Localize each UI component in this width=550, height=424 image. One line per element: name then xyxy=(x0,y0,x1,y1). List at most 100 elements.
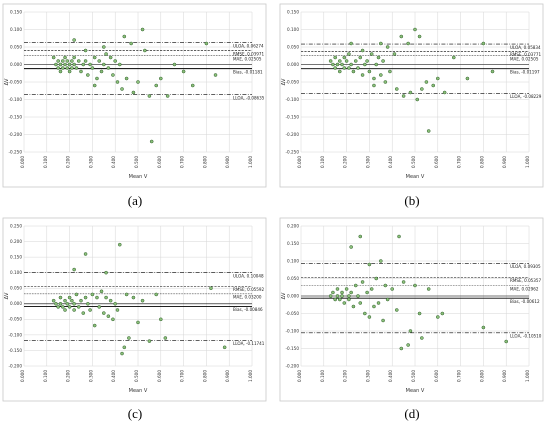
data-point xyxy=(381,318,385,323)
data-point xyxy=(424,80,429,84)
data-point xyxy=(347,52,351,56)
data-point xyxy=(72,301,76,306)
y-tick-label: 0.100 xyxy=(10,27,22,32)
data-point xyxy=(408,329,413,333)
reference-line-label: MAE, 0.02505 xyxy=(233,57,262,62)
data-point xyxy=(379,259,383,263)
data-point xyxy=(349,62,353,67)
data-point xyxy=(426,287,431,291)
data-point xyxy=(72,308,76,312)
data-point xyxy=(70,66,74,70)
data-point xyxy=(92,323,97,328)
data-point xyxy=(381,59,385,63)
data-point xyxy=(385,297,390,302)
x-tick-label: 0.700 xyxy=(457,156,462,168)
reference-line-label: MAE, 0.02505 xyxy=(510,57,539,62)
x-tick-label: 0.000 xyxy=(297,370,302,382)
data-point xyxy=(67,295,72,300)
y-tick-label: 0.100 xyxy=(10,270,22,275)
data-point xyxy=(399,346,404,351)
data-point xyxy=(88,62,92,67)
reference-line-label: ULOA, 0.09305 xyxy=(510,264,541,269)
data-point xyxy=(392,52,397,56)
y-tick-label: 0.050 xyxy=(287,276,299,281)
data-point xyxy=(374,276,379,281)
y-tick-label: 0.050 xyxy=(287,44,299,49)
data-point xyxy=(369,52,374,56)
y-tick-label: 0.100 xyxy=(287,258,299,263)
data-point xyxy=(127,336,131,340)
y-tick-label: 0.050 xyxy=(10,286,22,291)
data-point xyxy=(356,66,360,70)
y-tick-label: -0.050 xyxy=(9,79,23,84)
x-tick-label: 0.400 xyxy=(388,156,393,168)
x-axis-label: Mean V xyxy=(129,388,148,394)
data-point xyxy=(383,283,388,288)
reference-line-label: RMSE, 0.03771 xyxy=(510,52,541,57)
reference-line-label: RMSE, 0.05357 xyxy=(510,278,541,283)
x-tick-label: 1.000 xyxy=(525,156,530,168)
data-point xyxy=(136,80,140,84)
data-point xyxy=(147,94,152,98)
data-point xyxy=(140,27,145,32)
data-point xyxy=(342,55,347,60)
data-point xyxy=(367,315,372,319)
data-point xyxy=(163,336,168,340)
data-point xyxy=(74,292,79,297)
x-axis-label: Mean V xyxy=(406,388,425,394)
data-point xyxy=(360,280,365,284)
data-point xyxy=(333,66,338,70)
data-point xyxy=(376,301,381,305)
x-tick-label: 0.800 xyxy=(479,370,484,382)
data-point xyxy=(108,298,113,303)
y-tick-label: -0.150 xyxy=(9,114,23,119)
y-tick-label: -0.200 xyxy=(286,132,300,137)
y-tick-label: 0.050 xyxy=(10,44,22,49)
data-point xyxy=(56,59,61,63)
data-point xyxy=(431,83,436,88)
x-tick-label: 0.100 xyxy=(320,156,325,168)
data-point xyxy=(353,283,358,288)
data-point xyxy=(74,66,79,70)
data-point xyxy=(374,62,379,67)
x-tick-label: 0.300 xyxy=(88,156,93,168)
data-point xyxy=(65,66,70,70)
data-point xyxy=(108,55,113,60)
x-tick-label: 0.800 xyxy=(202,156,207,168)
x-axis-label: Mean V xyxy=(129,174,148,180)
data-point xyxy=(117,242,122,247)
data-point xyxy=(143,48,147,53)
x-tick-label: 0.900 xyxy=(225,156,230,168)
data-point xyxy=(92,83,97,88)
data-point xyxy=(408,90,413,95)
data-point xyxy=(349,41,353,46)
data-point xyxy=(465,76,470,81)
data-point xyxy=(342,301,347,305)
data-point xyxy=(383,80,388,84)
data-point xyxy=(99,69,104,74)
data-point xyxy=(349,245,353,249)
data-point xyxy=(76,305,81,309)
data-point xyxy=(120,351,124,356)
data-point xyxy=(136,320,140,325)
reference-line-label: Bias, -0.01181 xyxy=(233,69,263,74)
data-point xyxy=(111,73,115,77)
data-point xyxy=(124,76,129,81)
y-tick-label: 0.000 xyxy=(10,62,22,67)
data-point xyxy=(117,62,122,67)
y-tick-label: -0.200 xyxy=(9,363,23,368)
x-tick-label: 0.400 xyxy=(388,370,393,382)
data-point xyxy=(102,62,106,67)
reference-line-label: RMSE, 0.05592 xyxy=(233,287,264,292)
data-point xyxy=(90,66,95,70)
x-tick-label: 1.000 xyxy=(525,370,530,382)
y-tick-label: 0.000 xyxy=(10,301,22,306)
reference-line-label: LLOA, -0.08229 xyxy=(510,94,542,99)
data-point xyxy=(54,62,58,67)
data-point xyxy=(154,292,159,297)
data-point xyxy=(369,287,374,291)
data-point xyxy=(72,62,76,67)
y-tick-label: -0.050 xyxy=(286,311,300,316)
data-point xyxy=(90,292,95,297)
data-point xyxy=(140,298,145,303)
